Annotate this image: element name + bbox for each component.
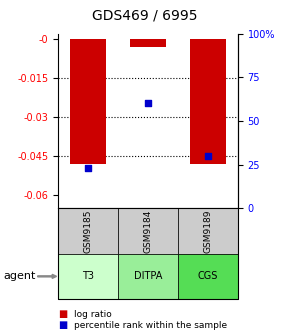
Text: agent: agent — [3, 271, 35, 281]
Text: GSM9189: GSM9189 — [203, 209, 212, 253]
Text: T3: T3 — [82, 271, 94, 281]
Text: ■: ■ — [58, 309, 67, 319]
Point — [206, 153, 210, 159]
Text: percentile rank within the sample: percentile rank within the sample — [74, 321, 227, 330]
Text: GSM9184: GSM9184 — [143, 209, 153, 253]
Bar — [70, 39, 106, 164]
Text: CGS: CGS — [198, 271, 218, 281]
Text: log ratio: log ratio — [74, 310, 112, 319]
Point — [146, 101, 150, 106]
Point — [86, 165, 90, 171]
Text: DITPA: DITPA — [134, 271, 162, 281]
Text: ■: ■ — [58, 320, 67, 330]
Bar — [130, 39, 166, 47]
Text: GSM9185: GSM9185 — [84, 209, 93, 253]
Text: GDS469 / 6995: GDS469 / 6995 — [92, 8, 198, 23]
Bar — [190, 39, 226, 164]
